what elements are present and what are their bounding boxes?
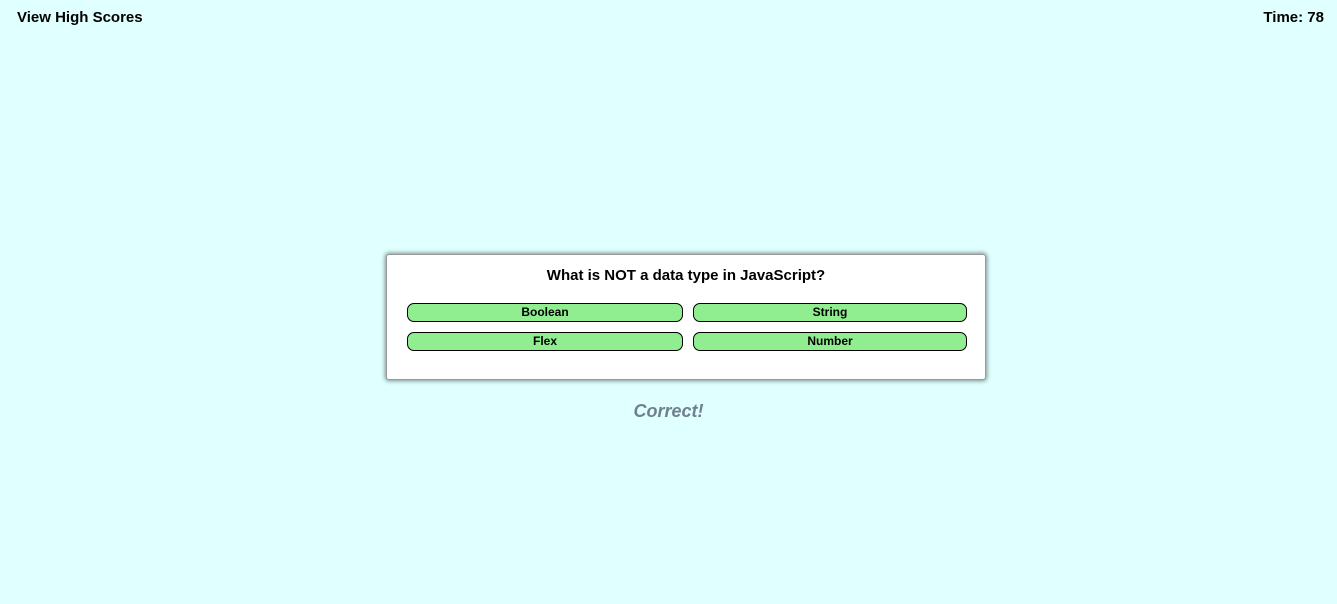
quiz-card: What is NOT a data type in JavaScript? B… <box>386 254 986 380</box>
answer-button-1[interactable]: Boolean <box>407 303 683 322</box>
answer-grid: Boolean String Flex Number <box>407 303 967 351</box>
feedback-message: Correct! <box>633 401 704 421</box>
answer-button-3[interactable]: Flex <box>407 332 683 351</box>
question-text: What is NOT a data type in JavaScript? <box>546 267 826 284</box>
answer-button-2[interactable]: String <box>693 303 967 322</box>
timer: Time: 78 <box>1263 9 1324 26</box>
view-high-scores-link[interactable]: View High Scores <box>17 9 143 26</box>
answer-button-4[interactable]: Number <box>693 332 967 351</box>
